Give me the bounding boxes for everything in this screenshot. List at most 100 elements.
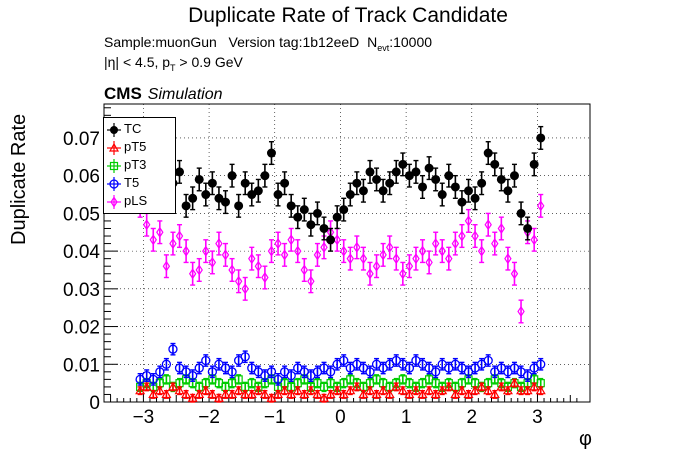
point-pls [405, 260, 414, 272]
point-pls [425, 256, 433, 269]
point-pt5 [378, 385, 389, 395]
point-pls [294, 245, 302, 257]
pt-cut: > 0.9 GeV [175, 54, 243, 70]
point-pt5 [456, 385, 467, 395]
pt-subscript: T [170, 62, 176, 73]
y-tick-label: 0.01 [63, 355, 100, 376]
sample-name: Sample:muonGun [104, 34, 217, 50]
point-pls [497, 222, 506, 235]
point-t5 [483, 355, 493, 366]
point-tc [523, 223, 533, 233]
point-pt5 [292, 385, 303, 395]
point-tc [326, 235, 336, 245]
point-pls [241, 283, 249, 295]
point-pt5 [161, 389, 172, 399]
point-pls [392, 253, 400, 265]
point-t5 [536, 359, 546, 369]
point-t5 [431, 367, 441, 377]
point-pt5 [305, 385, 316, 395]
point-t5 [365, 367, 375, 377]
legend-marker-pt3 [107, 158, 121, 173]
point-tc [247, 190, 257, 200]
point-t5 [227, 367, 237, 377]
point-t5 [161, 359, 172, 369]
point-t5 [201, 355, 211, 366]
point-pls [372, 260, 381, 272]
point-pls [182, 245, 190, 257]
y-tick-label: 0.02 [63, 318, 100, 339]
point-tc [529, 159, 539, 169]
point-tc [319, 223, 329, 233]
legend-item-t5: T5 [106, 175, 139, 191]
point-pls [418, 245, 427, 257]
point-pt5 [240, 389, 251, 399]
point-t5 [266, 367, 277, 377]
point-t5 [207, 367, 218, 377]
point-pt5 [220, 389, 231, 399]
point-tc [280, 178, 290, 188]
point-tc [450, 182, 460, 192]
point-pt5 [509, 377, 520, 387]
point-pls [215, 237, 223, 250]
point-tc [444, 171, 454, 181]
point-pls [156, 226, 164, 238]
point-tc [352, 178, 362, 188]
point-tc [293, 212, 303, 222]
point-tc [312, 208, 322, 218]
point-tc [391, 167, 401, 177]
point-tc [339, 205, 349, 215]
point-pt5 [535, 385, 546, 395]
cms-text: CMS [104, 84, 142, 103]
point-pt3 [162, 375, 171, 384]
point-pt5 [483, 385, 494, 395]
point-pls [431, 237, 440, 250]
point-pt5 [410, 385, 421, 395]
point-t5 [404, 363, 415, 373]
x-tick-label: −1 [264, 407, 286, 428]
point-pls [530, 234, 538, 246]
point-pt5 [391, 381, 402, 391]
point-pls [438, 245, 446, 257]
point-pls [471, 230, 479, 242]
nevt-subscript: evt [377, 42, 390, 53]
point-tc [227, 171, 237, 181]
point-tc [345, 190, 355, 200]
point-pls [142, 219, 151, 231]
y-tick-label: 0.06 [63, 167, 100, 188]
legend-marker-pt5 [107, 140, 121, 155]
simulation-text: Simulation [147, 86, 223, 103]
point-pt5 [141, 381, 152, 391]
point-pls [162, 260, 171, 272]
point-tc [385, 178, 395, 188]
point-pt5 [529, 381, 540, 391]
point-tc [516, 208, 526, 218]
point-tc [437, 190, 447, 200]
point-tc [536, 133, 546, 143]
selection-cuts: |η| < 4.5, pT > 0.9 GeV [104, 54, 243, 73]
point-pls [228, 264, 236, 276]
y-axis-label: Duplicate Rate [8, 113, 30, 245]
point-pls [248, 253, 256, 265]
version-tag: Version tag:1b12eeD [228, 34, 360, 50]
point-pls [208, 256, 217, 269]
point-tc [477, 178, 487, 188]
y-tick-label: 0.03 [63, 280, 100, 301]
point-pt5 [351, 381, 362, 391]
legend-label: pT5 [124, 139, 147, 154]
point-tc [358, 186, 368, 196]
point-pt5 [443, 381, 454, 391]
legend-item-tc: TC [106, 121, 141, 137]
point-tc [457, 197, 467, 207]
point-tc [503, 186, 513, 196]
point-tc [431, 174, 441, 184]
point-tc [240, 178, 250, 188]
point-tc [509, 171, 519, 181]
point-tc [194, 174, 204, 184]
point-tc [496, 174, 506, 184]
point-pls [234, 275, 243, 287]
point-tc [188, 193, 198, 203]
point-tc [253, 186, 263, 196]
x-tick-label: −3 [133, 407, 155, 428]
sample-info: Sample:muonGun Version tag:1b12eeD Nevt:… [104, 34, 432, 53]
